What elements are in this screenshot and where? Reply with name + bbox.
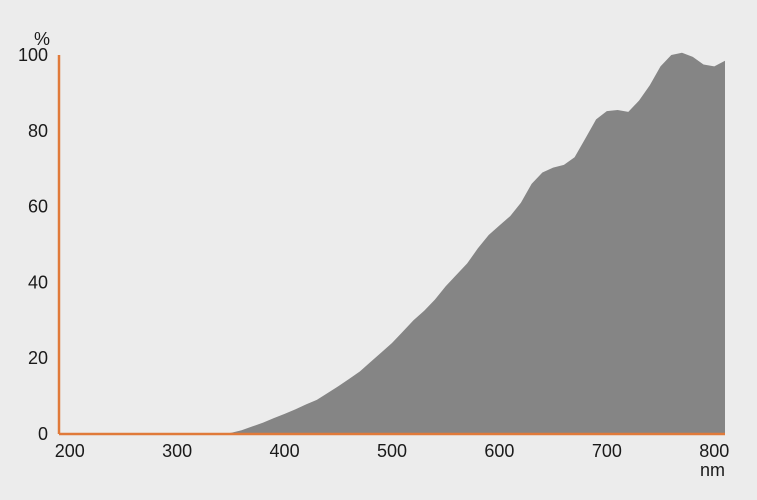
x-tick-label: 300 [162,441,192,461]
x-tick-label: 200 [55,441,85,461]
y-tick-label: 100 [18,45,48,65]
x-axis-unit: nm [700,460,725,480]
x-tick-label: 500 [377,441,407,461]
x-tick-label: 600 [484,441,514,461]
x-tick-label: 800 [699,441,729,461]
y-tick-label: 40 [28,272,48,292]
y-tick-label: 60 [28,197,48,217]
x-tick-label: 400 [270,441,300,461]
spectral-curve-area [59,52,725,434]
x-tick-label: 700 [592,441,622,461]
y-tick-label: 20 [28,348,48,368]
y-axis-unit: % [34,29,50,49]
y-tick-label: 0 [38,424,48,444]
y-tick-label: 80 [28,121,48,141]
